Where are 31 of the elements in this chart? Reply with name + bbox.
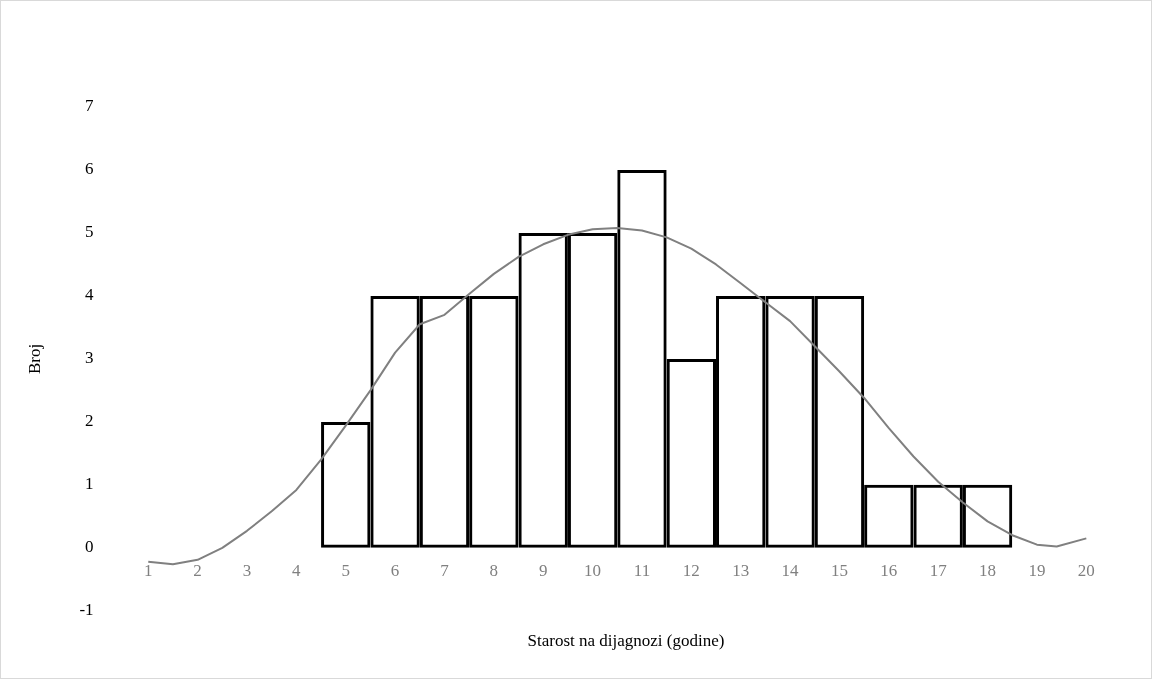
- x-tick-label: 4: [292, 561, 302, 581]
- x-tick-label: 9: [538, 561, 548, 581]
- y-tick-label: 1: [85, 474, 94, 494]
- x-tick-label: 20: [1077, 561, 1095, 581]
- x-tick-label: 18: [979, 561, 997, 581]
- x-tick-label: 8: [489, 561, 499, 581]
- y-tick-label: 7: [85, 96, 95, 116]
- x-tick-label: 16: [880, 561, 898, 581]
- y-tick-label: 4: [85, 285, 95, 305]
- x-tick-label: 11: [633, 561, 651, 581]
- x-tick-label: 12: [682, 561, 700, 581]
- y-tick-label: 3: [85, 348, 94, 368]
- y-tick-label: -1: [79, 600, 94, 620]
- y-tick-label: 6: [85, 159, 94, 179]
- x-tick-label: 15: [830, 561, 848, 581]
- x-tick-label: 19: [1028, 561, 1046, 581]
- x-tick-label: 3: [242, 561, 252, 581]
- x-tick-label: 7: [440, 561, 450, 581]
- x-tick-label: 17: [929, 561, 948, 581]
- x-tick-label: 1: [144, 561, 153, 581]
- x-tick-label: 10: [584, 561, 602, 581]
- x-tick-label: 14: [781, 561, 800, 581]
- x-axis-title: Starost na dijagnozi (godine): [526, 631, 726, 651]
- x-tick-label: 6: [390, 561, 400, 581]
- x-tick-label: 2: [193, 561, 202, 581]
- y-tick-label: 2: [85, 411, 94, 431]
- y-tick-label: 0: [85, 537, 94, 557]
- y-tick-label: 5: [85, 222, 94, 242]
- y-axis-title: Broj: [24, 343, 44, 375]
- x-tick-label: 5: [341, 561, 350, 581]
- x-tick-label: 13: [732, 561, 750, 581]
